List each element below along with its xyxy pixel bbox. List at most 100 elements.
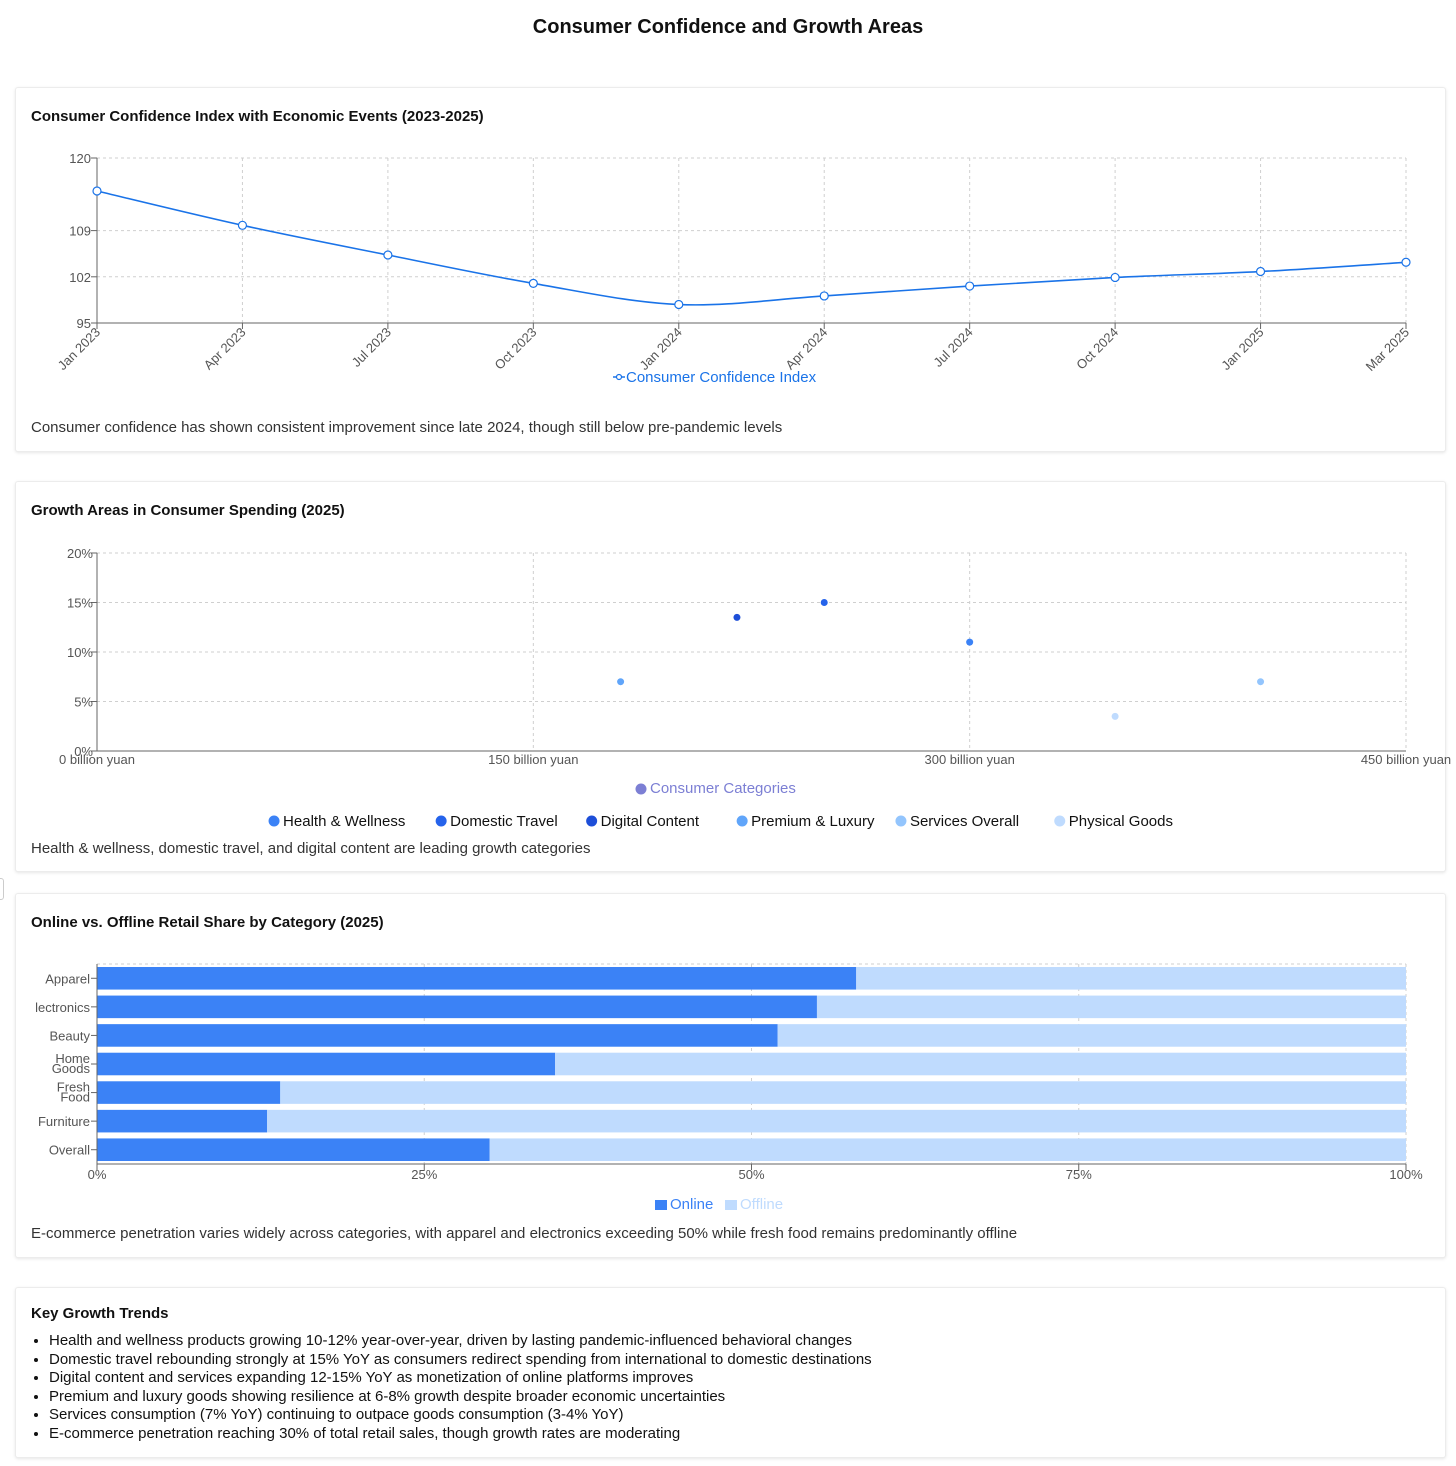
trend-item: E-commerce penetration reaching 30% of t… — [49, 1425, 872, 1444]
growth-y-tick-label: 15% — [67, 596, 93, 611]
growth-legend-marker-icon — [1054, 815, 1066, 827]
growth-x-tick-label: 300 billion yuan — [924, 752, 1014, 767]
trend-item: Services consumption (7% YoY) continuing… — [49, 1406, 872, 1425]
cci-x-tick-label: Apr 2023 — [201, 325, 249, 373]
retail-x-tick-label: 0% — [88, 1167, 107, 1182]
growth-point-services-overall — [1257, 678, 1265, 686]
growth-y-tick-label: 5% — [74, 695, 93, 710]
growth-point-digital-content — [733, 613, 741, 621]
cci-y-tick-label: 102 — [69, 270, 91, 285]
growth-legend-marker-icon — [736, 815, 748, 827]
retail-bar-offline-apparel — [856, 967, 1406, 990]
retail-y-tick-label: Furniture — [38, 1114, 90, 1129]
cci-legend-marker-icon — [615, 373, 623, 381]
page-title: Consumer Confidence and Growth Areas — [532, 16, 924, 38]
growth-point-physical-goods — [1111, 712, 1119, 720]
retail-bar-online-fresh-food — [97, 1081, 281, 1104]
retail-bar-offline-electronics — [816, 995, 1406, 1019]
cci-data-point — [674, 299, 684, 310]
retail-bar-offline-beauty — [777, 1024, 1406, 1047]
growth-x-tick-label: 150 billion yuan — [488, 752, 578, 767]
cci-data-point — [965, 281, 975, 291]
growth-point-health-wellness — [966, 638, 974, 646]
growth-legend-item-physical-goods: Physical Goods — [1054, 813, 1173, 830]
growth-x-tick-label: 450 billion yuan — [1361, 752, 1451, 767]
cci-series-line — [96, 190, 1407, 306]
growth-legend-label: Digital Content — [601, 813, 700, 830]
cci-data-point — [528, 278, 538, 288]
cci-x-tick-label: Jul 2024 — [930, 325, 975, 370]
retail-bar-offline-overall — [489, 1138, 1406, 1161]
retail-description: E-commerce penetration varies widely acr… — [31, 1225, 1018, 1242]
retail-y-tick-label: Apparel — [45, 971, 90, 986]
retail-bar-online-furniture — [97, 1109, 268, 1133]
cci-x-tick-label: Apr 2024 — [782, 325, 830, 373]
retail-chart-title: Online vs. Offline Retail Share by Categ… — [31, 914, 384, 931]
growth-legend-item-health-wellness: Health & Wellness — [268, 813, 405, 830]
growth-y-tick-label: 10% — [67, 645, 93, 660]
cci-legend-label: Consumer Confidence Index — [626, 369, 817, 386]
growth-legend-marker-icon — [268, 815, 280, 827]
growth-legend-label: Premium & Luxury — [751, 813, 875, 830]
retail-y-tick-label: Goods — [52, 1061, 91, 1076]
growth-legend-label: Physical Goods — [1069, 813, 1173, 830]
growth-legend-label: Health & Wellness — [283, 813, 405, 830]
growth-legend-marker-icon — [895, 815, 907, 827]
growth-legend-item-digital-content: Digital Content — [586, 813, 700, 830]
retail-bar-chart: 0% 25% 50% 75% 100% Apparel lectronics Beauty Ho… — [35, 963, 1423, 1213]
trends-card: Key Growth Trends Health and wellness pr… — [15, 1287, 1446, 1458]
retail-bar-online-beauty — [97, 1024, 778, 1047]
trends-list: Health and wellness products growing 10-… — [16, 1332, 872, 1444]
cci-description: Consumer confidence has shown consistent… — [31, 419, 783, 436]
retail-y-tick-label: Fresh — [57, 1080, 90, 1095]
cci-data-point — [383, 250, 393, 260]
cci-legend: Consumer Confidence Index — [613, 369, 817, 386]
side-panel-handle[interactable] — [0, 878, 4, 900]
cci-x-tick-label: Oct 2023 — [492, 325, 540, 373]
cci-line-chart: 95 102 109 120 Jan 2023 Apr 2023 Jul 2023 Oct 2… — [55, 151, 1412, 386]
cci-chart-title: Consumer Confidence Index with Economic … — [31, 108, 484, 125]
growth-legend-label: Services Overall — [910, 813, 1019, 830]
cci-y-tick-label: 109 — [69, 224, 91, 239]
cci-x-tick-label: Mar 2025 — [1363, 325, 1412, 374]
growth-legend-label: Domestic Travel — [450, 813, 558, 830]
growth-point-domestic-travel — [820, 599, 828, 606]
cci-x-tick-label: Jan 2023 — [55, 325, 103, 373]
growth-point-premium-luxury — [617, 678, 625, 686]
retail-legend-offline-label: Offline — [740, 1196, 783, 1213]
trend-item: Domestic travel rebounding strongly at 1… — [49, 1351, 872, 1370]
cci-data-point — [1110, 272, 1120, 283]
retail-card: Online vs. Offline Retail Share by Categ… — [15, 893, 1446, 1258]
cci-x-tick-label: Jan 2024 — [636, 325, 684, 373]
growth-description: Health & wellness, domestic travel, and … — [31, 840, 591, 857]
growth-legend-item-domestic-travel: Domestic Travel — [435, 813, 558, 830]
trend-item: Health and wellness products growing 10-… — [49, 1332, 872, 1351]
growth-y-tick-label: 20% — [67, 546, 93, 561]
retail-x-tick-label: 50% — [738, 1167, 764, 1182]
retail-legend-offline-icon — [725, 1200, 737, 1210]
growth-legend-item-services-overall: Services Overall — [895, 813, 1019, 830]
trends-title: Key Growth Trends — [31, 1305, 169, 1322]
growth-chart-title: Growth Areas in Consumer Spending (2025) — [31, 502, 345, 519]
cci-data-point — [1401, 257, 1411, 267]
retail-y-tick-label: Food — [60, 1090, 90, 1105]
growth-legend-marker-icon — [586, 815, 598, 827]
growth-card: Growth Areas in Consumer Spending (2025)… — [15, 481, 1451, 872]
retail-bar-online-home-goods — [97, 1052, 556, 1076]
cci-y-tick-label: 95 — [77, 316, 91, 331]
cci-data-point — [819, 291, 829, 301]
growth-x-tick-label: 0 billion yuan — [59, 752, 135, 767]
retail-bar-offline-home-goods — [555, 1052, 1406, 1076]
retail-bar-online-apparel — [97, 967, 857, 990]
growth-x-axis-label: Consumer Categories — [650, 780, 796, 797]
growth-axis-legend-icon — [635, 783, 647, 795]
retail-y-tick-label: lectronics — [35, 1000, 90, 1015]
retail-bar-offline-furniture — [267, 1109, 1407, 1133]
retail-legend-online-icon — [655, 1200, 667, 1210]
retail-x-tick-label: 100% — [1389, 1167, 1423, 1182]
trend-item: Digital content and services expanding 1… — [49, 1369, 872, 1388]
growth-scatter-chart: 0% 5% 10% 15% 20% 0 billion yuan 150 billion y… — [59, 546, 1451, 830]
cci-data-point — [1255, 266, 1266, 277]
retail-legend-online-label: Online — [670, 1196, 713, 1213]
cci-data-point — [237, 220, 248, 230]
